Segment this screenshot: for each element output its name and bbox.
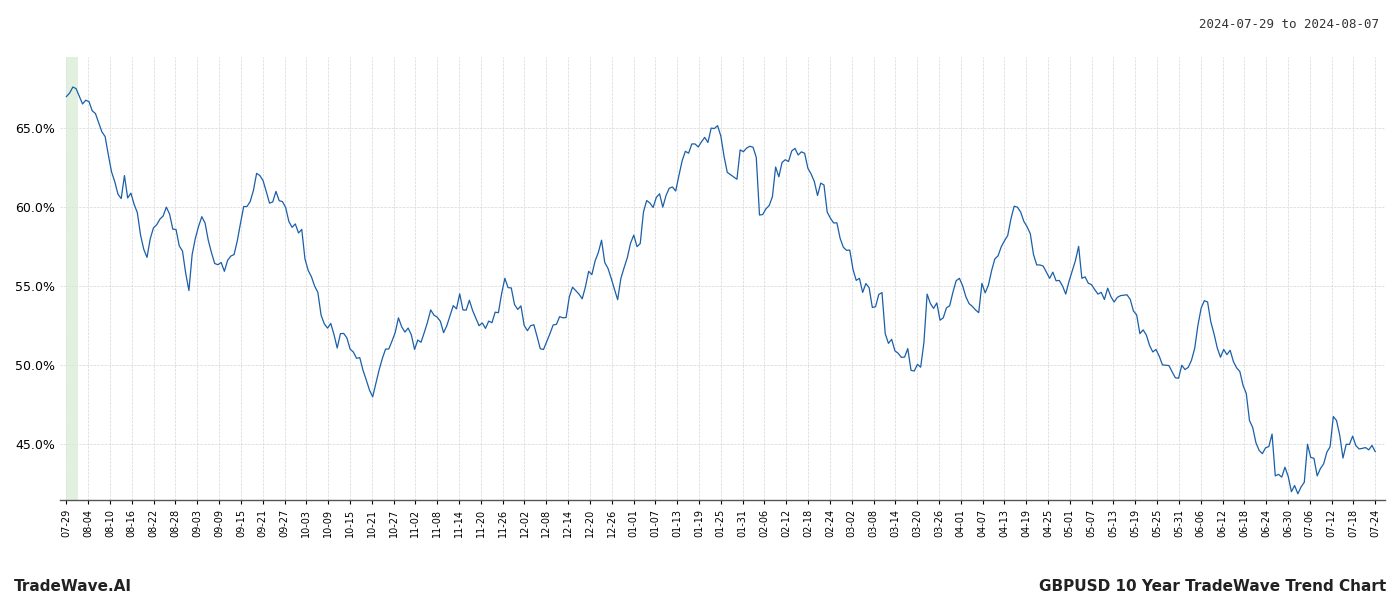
Text: 2024-07-29 to 2024-08-07: 2024-07-29 to 2024-08-07 <box>1198 18 1379 31</box>
Bar <box>66 57 78 500</box>
Text: GBPUSD 10 Year TradeWave Trend Chart: GBPUSD 10 Year TradeWave Trend Chart <box>1039 579 1386 594</box>
Text: TradeWave.AI: TradeWave.AI <box>14 579 132 594</box>
